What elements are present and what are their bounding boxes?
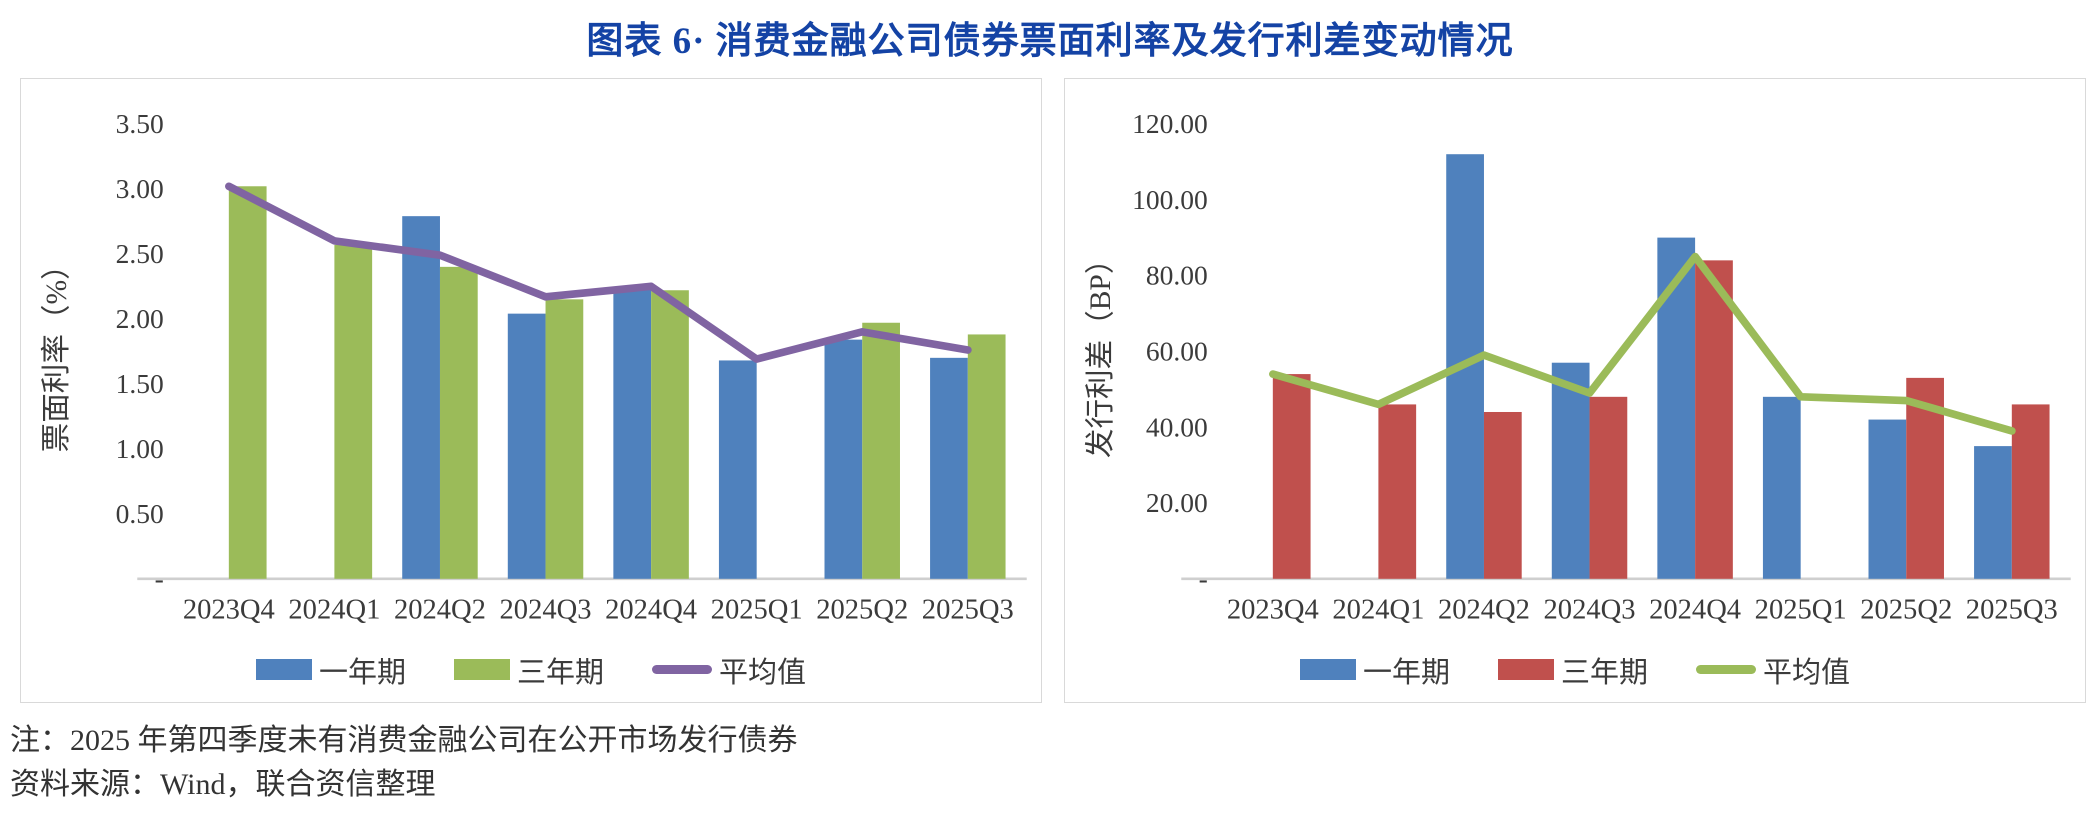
issuance-spread-chart-legend: 一年期 三年期 平均值	[1065, 638, 2085, 702]
bar	[545, 299, 584, 579]
one-year-bars	[1446, 154, 2012, 579]
legend-label: 一年期	[318, 656, 406, 689]
one-year-bar-swatch	[255, 659, 312, 681]
legend-item-average: 平均值	[652, 649, 806, 691]
source-line: 资料来源：Wind，联合资信整理	[10, 767, 436, 801]
x-tick-label: 2025Q3	[922, 595, 1014, 626]
x-tick-label: 2025Q3	[1966, 595, 2058, 626]
three-year-bars	[228, 186, 1006, 579]
issuance-spread-chart-panel: 120.00100.0080.0060.0040.0020.00-发行利差（BP…	[1064, 78, 2086, 703]
x-tick-label: 2024Q4	[1649, 595, 1741, 626]
bar	[1974, 446, 2012, 579]
bar	[1483, 411, 1522, 579]
coupon-rate-chart-svg: 3.503.002.502.001.501.000.50-票面利率（%）2023…	[40, 108, 1027, 626]
bar	[2011, 404, 2050, 579]
legend-item-three-year: 三年期	[453, 649, 604, 691]
bar	[439, 266, 478, 579]
coupon-rate-chart-legend: 一年期 三年期 平均值	[21, 638, 1041, 702]
y-axis-ticks: 3.503.002.502.001.501.000.50-	[116, 108, 164, 594]
x-tick-label: 2025Q1	[711, 595, 803, 626]
bar	[1551, 362, 1590, 579]
x-tick-label: 2024Q2	[1438, 595, 1530, 626]
x-tick-label: 2024Q1	[1332, 595, 1424, 626]
x-axis-labels: 2023Q4 2024Q1 2024Q2 2024Q3 2024Q4 2025Q1 2025…	[183, 595, 1014, 626]
legend-item-one-year: 一年期	[255, 649, 406, 691]
x-tick-label: 2025Q2	[816, 595, 908, 626]
average-line-swatch	[652, 665, 712, 675]
three-year-bar-swatch	[1497, 659, 1554, 681]
y-tick-label: 100.00	[1132, 184, 1208, 215]
legend-label: 三年期	[1560, 656, 1648, 689]
y-tick-label: 3.50	[116, 108, 164, 139]
y-tick-label: 1.00	[116, 433, 164, 464]
x-tick-label: 2024Q2	[394, 595, 486, 626]
y-tick-label: 20.00	[1146, 487, 1208, 518]
y-tick-label: 80.00	[1146, 260, 1208, 291]
y-tick-label: 60.00	[1146, 336, 1208, 367]
charts-row: 3.503.002.502.001.501.000.50-票面利率（%）2023…	[0, 78, 2100, 703]
y-tick-label: 3.00	[116, 173, 164, 204]
x-tick-label: 2024Q1	[288, 595, 380, 626]
issuance-spread-chart-svg: 120.00100.0080.0060.0040.0020.00-发行利差（BP…	[1084, 108, 2071, 626]
y-tick-label: 2.00	[116, 303, 164, 334]
note-line: 注：2025 年第四季度未有消费金融公司在公开市场发行债券	[10, 724, 798, 757]
bar	[402, 216, 440, 579]
bar	[1589, 396, 1628, 579]
coupon-rate-chart: 3.503.002.502.001.501.000.50-票面利率（%）2023…	[21, 79, 1041, 638]
bar	[1378, 404, 1417, 579]
x-tick-label: 2025Q1	[1755, 595, 1847, 626]
bar	[930, 357, 968, 579]
bar	[1868, 419, 1907, 579]
one-year-bar-swatch	[1299, 659, 1356, 681]
legend-item-one-year: 一年期	[1299, 649, 1450, 691]
y-axis-title: 票面利率（%）	[40, 250, 73, 452]
x-tick-label: 2023Q4	[1227, 595, 1319, 626]
page-title: 图表 6· 消费金融公司债券票面利率及发行利差变动情况	[586, 21, 1514, 62]
x-tick-label: 2024Q3	[1544, 595, 1636, 626]
y-tick-label: 120.00	[1132, 108, 1208, 139]
three-year-bars	[1272, 260, 2050, 579]
legend-label: 三年期	[516, 656, 604, 689]
bar	[613, 288, 652, 579]
bar	[651, 290, 689, 579]
y-tick-label: 40.00	[1146, 411, 1208, 442]
three-year-bar-swatch	[453, 659, 510, 681]
x-tick-label: 2023Q4	[183, 595, 275, 626]
bar	[1657, 237, 1696, 579]
legend-item-average: 平均值	[1696, 649, 1850, 691]
bar	[967, 334, 1006, 579]
legend-item-three-year: 三年期	[1497, 649, 1648, 691]
issuance-spread-chart: 120.00100.0080.0060.0040.0020.00-发行利差（BP…	[1065, 79, 2085, 638]
legend-label: 平均值	[1763, 656, 1851, 689]
x-tick-label: 2025Q2	[1860, 595, 1952, 626]
one-year-bars	[402, 216, 968, 579]
notes-block: 注：2025 年第四季度未有消费金融公司在公开市场发行债券 资料来源：Wind，…	[10, 719, 2100, 806]
bar	[228, 186, 267, 579]
y-tick-label: 0.50	[116, 498, 164, 529]
average-line-swatch	[1696, 665, 1756, 675]
legend-label: 平均值	[719, 656, 807, 689]
legend-label: 一年期	[1362, 656, 1450, 689]
bar	[718, 360, 757, 579]
x-tick-label: 2024Q4	[605, 595, 697, 626]
x-axis-labels: 2023Q4 2024Q1 2024Q2 2024Q3 2024Q4 2025Q1 2025…	[1227, 595, 2058, 626]
bar	[862, 322, 900, 579]
average-line	[225, 182, 972, 363]
bar	[824, 339, 863, 579]
coupon-rate-chart-panel: 3.503.002.502.001.501.000.50-票面利率（%）2023…	[20, 78, 1042, 703]
y-axis-title: 发行利差（BP）	[1084, 245, 1117, 459]
bar	[1272, 374, 1311, 579]
bar	[334, 244, 373, 579]
bar	[507, 313, 546, 579]
y-tick-label: 1.50	[116, 368, 164, 399]
y-tick-label: 2.50	[116, 238, 164, 269]
bar	[1695, 260, 1733, 579]
average-line	[1269, 252, 2016, 435]
bar	[1762, 396, 1801, 579]
x-tick-label: 2024Q3	[500, 595, 592, 626]
